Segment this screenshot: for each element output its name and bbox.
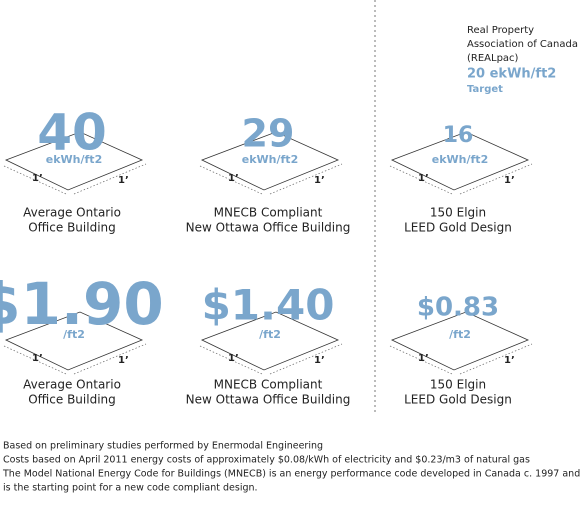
unit: /ft2 <box>259 328 281 341</box>
unit: /ft2 <box>63 328 85 341</box>
note-line: Real Property <box>467 25 534 36</box>
dimension-label: 1’ <box>228 353 239 364</box>
dimension-line <box>3 163 147 195</box>
dimension-label: 1’ <box>118 355 129 366</box>
caption: Office Building <box>28 393 116 407</box>
dimension-line <box>199 343 343 375</box>
big-value: $0.83 <box>417 293 499 323</box>
floor-square <box>390 311 530 371</box>
caption: 150 Elgin <box>430 206 486 220</box>
dimension-label: 1’ <box>118 175 129 186</box>
unit: ekWh/ft2 <box>432 153 488 166</box>
footnote: Costs based on April 2011 energy costs o… <box>3 455 530 466</box>
dimension-label: 1’ <box>418 173 429 184</box>
dimension-label: 1’ <box>504 175 515 186</box>
floor-square <box>4 131 144 191</box>
dimension-line <box>199 163 343 195</box>
dimension-label: 1’ <box>504 355 515 366</box>
footnote: The Model National Energy Code for Build… <box>2 469 580 480</box>
caption: LEED Gold Design <box>404 221 512 235</box>
dimension-line <box>389 343 533 375</box>
dimension-line <box>3 343 147 375</box>
floor-square <box>200 311 340 371</box>
dimension-line <box>389 163 533 195</box>
caption: Office Building <box>28 221 116 235</box>
caption: 150 Elgin <box>430 378 486 392</box>
dimension-label: 1’ <box>314 355 325 366</box>
floor-square <box>4 311 144 371</box>
unit: ekWh/ft2 <box>242 153 298 166</box>
footnote: is the starting point for a new code com… <box>3 483 258 494</box>
dimension-label: 1’ <box>314 175 325 186</box>
dimension-label: 1’ <box>228 173 239 184</box>
note-line: Association of Canada <box>467 39 578 50</box>
big-value: 16 <box>443 123 474 148</box>
floor-square <box>390 131 530 191</box>
dimension-label: 1’ <box>32 353 43 364</box>
note-line: (REALpac) <box>467 53 519 64</box>
caption: Average Ontario <box>23 378 121 392</box>
big-value: $1.90 <box>0 270 164 338</box>
caption: New Ottawa Office Building <box>186 393 351 407</box>
caption: New Ottawa Office Building <box>186 221 351 235</box>
footnote: Based on preliminary studies performed b… <box>3 441 323 452</box>
big-value: $1.40 <box>202 281 335 330</box>
dimension-label: 1’ <box>32 173 43 184</box>
unit: /ft2 <box>449 328 471 341</box>
unit: ekWh/ft2 <box>46 153 102 166</box>
caption: Average Ontario <box>23 206 121 220</box>
target-value: 20 ekWh/ft2 <box>467 67 556 82</box>
caption: MNECB Compliant <box>214 206 323 220</box>
target-label: Target <box>467 84 503 95</box>
big-value: 40 <box>37 104 107 162</box>
caption: MNECB Compliant <box>214 378 323 392</box>
caption: LEED Gold Design <box>404 393 512 407</box>
floor-square <box>200 131 340 191</box>
big-value: 29 <box>242 112 295 156</box>
dimension-label: 1’ <box>418 353 429 364</box>
